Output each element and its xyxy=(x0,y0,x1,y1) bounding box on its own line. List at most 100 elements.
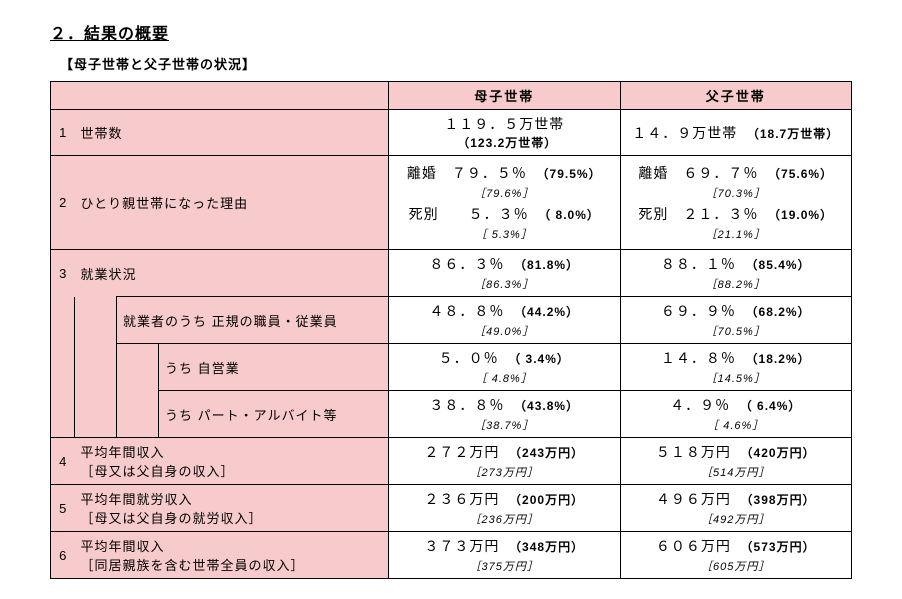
table-row: 6 平均年間収入 ［同居親族を含む世帯全員の収入］ ３７３万円 （348万円） … xyxy=(51,532,852,579)
row-label: 世帯数 xyxy=(75,110,389,156)
cell-mother: ２７２万円 （243万円） ［273万円］ xyxy=(389,438,621,485)
cell-mother: ５．０％ （ 3.4%） ［ 4.8%］ xyxy=(389,344,621,391)
value-paren: （243万円） xyxy=(509,446,584,460)
label-line1: 平均年間収入 xyxy=(81,539,165,554)
cell-father: ６０６万円 （573万円） ［605万円］ xyxy=(620,532,852,579)
value-main: ２３６万円 xyxy=(424,489,499,509)
row-number: 1 xyxy=(51,110,75,156)
value-paren: （79.5%） xyxy=(537,167,602,181)
cell-mother: ２３６万円 （200万円） ［236万円］ xyxy=(389,485,621,532)
value-bracket: ［375万円］ xyxy=(395,558,614,574)
cell-father: ５１８万円 （420万円） ［514万円］ xyxy=(620,438,852,485)
value-main: １１９．５万世帯 xyxy=(444,114,564,134)
value-main: 離婚 ７９．５％ xyxy=(407,163,527,183)
value-main: 離婚 ６９．７％ xyxy=(638,163,758,183)
row-label: 平均年間収入 ［母又は父自身の収入］ xyxy=(75,438,389,485)
value-main: ６０６万円 xyxy=(656,536,731,556)
value-bracket: ［79.6%］ xyxy=(395,185,614,201)
cell-mother: ３７３万円 （348万円） ［375万円］ xyxy=(389,532,621,579)
value-main: ３８．８％ xyxy=(429,395,504,415)
cell-mother: ８６．３％ （81.8%） ［86.3%］ xyxy=(389,250,621,297)
value-paren: （18.2%） xyxy=(746,352,811,366)
table-row: 1 世帯数 １１９．５万世帯 （123.2万世帯） １４．９万世帯 （18.7万… xyxy=(51,110,852,156)
value-paren: （ 8.0%） xyxy=(538,208,600,222)
value-bracket: ［88.2%］ xyxy=(627,276,846,292)
cell-father: １４．９万世帯 （18.7万世帯） xyxy=(620,110,852,156)
label-line2: ［母又は父自身の収入］ xyxy=(81,464,235,479)
value-main: １４．８％ xyxy=(661,348,736,368)
value-main: ４．９％ xyxy=(670,395,730,415)
value-bracket: ［21.1%］ xyxy=(627,226,846,242)
value-main: 死別 ５．３％ xyxy=(409,204,529,224)
value-main: ５．０％ xyxy=(439,348,499,368)
value-bracket: ［605万円］ xyxy=(627,558,846,574)
value-paren: （123.2万世帯） xyxy=(457,136,557,150)
table-header-row: 母子世帯 父子世帯 xyxy=(51,82,852,110)
value-bracket: ［38.7%］ xyxy=(395,417,614,433)
table-row: 就業者のうち 正規の職員・従業員 ４８．８％ （44.2%） ［49.0%］ ６… xyxy=(51,297,852,344)
cell-father: １４．８％ （18.2%） ［14.5%］ xyxy=(620,344,852,391)
value-paren: （ 3.4%） xyxy=(508,352,570,366)
cell-mother: ４８．８％ （44.2%） ［49.0%］ xyxy=(389,297,621,344)
col-mother: 母子世帯 xyxy=(389,82,621,110)
value-paren: （420万円） xyxy=(741,446,816,460)
value-paren: （573万円） xyxy=(741,540,816,554)
row-number: 2 xyxy=(51,156,75,250)
cell-father: ４．９％ （ 6.4%） ［ 4.6%］ xyxy=(620,391,852,438)
col-father: 父子世帯 xyxy=(620,82,852,110)
value-main: ６９．９％ xyxy=(661,301,736,321)
value-bracket: ［70.5%］ xyxy=(627,323,846,339)
label-line2: ［同居親族を含む世帯全員の収入］ xyxy=(81,558,305,573)
value-paren: （348万円） xyxy=(509,540,584,554)
row-number: 3 xyxy=(51,250,75,297)
value-bracket: ［514万円］ xyxy=(627,464,846,480)
value-main: 死別 ２１．３％ xyxy=(638,204,758,224)
row-sublabel: うち パート・アルバイト等 xyxy=(159,391,389,438)
value-main: ４８．８％ xyxy=(429,301,504,321)
row-label: ひとり親世帯になった理由 xyxy=(75,156,389,250)
value-bracket: ［70.3%］ xyxy=(627,185,846,201)
row-number: 4 xyxy=(51,438,75,485)
value-paren: （19.0%） xyxy=(768,208,833,222)
label-line1: 平均年間就労収入 xyxy=(81,492,193,507)
value-main: ５１８万円 xyxy=(656,442,731,462)
value-paren: （75.6%） xyxy=(768,167,833,181)
subtitle: 【母子世帯と父子世帯の状況】 xyxy=(60,54,852,73)
row-sublabel: 就業者のうち 正規の職員・従業員 xyxy=(117,297,389,344)
row-label: 平均年間収入 ［同居親族を含む世帯全員の収入］ xyxy=(75,532,389,579)
value-paren: （81.8%） xyxy=(514,258,579,272)
value-paren: （ 6.4%） xyxy=(740,399,802,413)
label-line1: 平均年間収入 xyxy=(81,445,165,460)
cell-mother: 離婚 ７９．５％ （79.5%） ［79.6%］ 死別 ５．３％ （ 8.0%）… xyxy=(389,156,621,250)
row-label: 就業状況 xyxy=(75,250,389,297)
table-row: うち 自営業 ５．０％ （ 3.4%） ［ 4.8%］ １４．８％ （18.2%… xyxy=(51,344,852,391)
label-line2: ［母又は父自身の就労収入］ xyxy=(81,511,263,526)
row-number: 6 xyxy=(51,532,75,579)
value-paren: （398万円） xyxy=(741,493,816,507)
value-bracket: ［49.0%］ xyxy=(395,323,614,339)
table-row: 3 就業状況 ８６．３％ （81.8%） ［86.3%］ ８８．１％ （85.4… xyxy=(51,250,852,297)
section-title: ２．結果の概要 xyxy=(50,20,852,44)
value-bracket: ［236万円］ xyxy=(395,511,614,527)
value-paren: （200万円） xyxy=(509,493,584,507)
value-main: ８６．３％ xyxy=(429,254,504,274)
value-bracket: ［492万円］ xyxy=(627,511,846,527)
table-row: 2 ひとり親世帯になった理由 離婚 ７９．５％ （79.5%） ［79.6%］ … xyxy=(51,156,852,250)
row-number: 5 xyxy=(51,485,75,532)
value-bracket: ［ 5.3%］ xyxy=(395,226,614,242)
cell-father: ８８．１％ （85.4%） ［88.2%］ xyxy=(620,250,852,297)
value-main: ８８．１％ xyxy=(661,254,736,274)
value-main: ４９６万円 xyxy=(656,489,731,509)
value-paren: （44.2%） xyxy=(514,305,579,319)
cell-father: ４９６万円 （398万円） ［492万円］ xyxy=(620,485,852,532)
summary-table: 母子世帯 父子世帯 1 世帯数 １１９．５万世帯 （123.2万世帯） １４．９… xyxy=(50,81,852,579)
value-bracket: ［273万円］ xyxy=(395,464,614,480)
value-bracket: ［ 4.6%］ xyxy=(627,417,846,433)
value-bracket: ［14.5%］ xyxy=(627,370,846,386)
value-paren: （43.8%） xyxy=(514,399,579,413)
value-main: １４．９万世帯 xyxy=(632,123,737,143)
value-main: ３７３万円 xyxy=(424,536,499,556)
cell-father: 離婚 ６９．７％ （75.6%） ［70.3%］ 死別 ２１．３％ （19.0%… xyxy=(620,156,852,250)
table-row: 5 平均年間就労収入 ［母又は父自身の就労収入］ ２３６万円 （200万円） ［… xyxy=(51,485,852,532)
value-bracket: ［ 4.8%］ xyxy=(395,370,614,386)
